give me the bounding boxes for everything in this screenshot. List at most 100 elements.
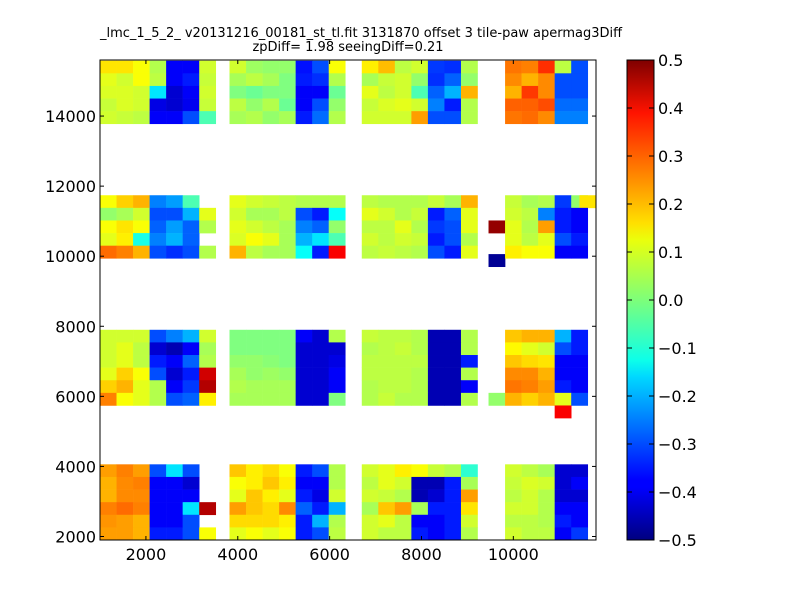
heatmap-cell [328, 367, 346, 381]
heatmap-cell [571, 220, 589, 234]
heatmap-cell [149, 98, 167, 112]
heatmap-cell [262, 207, 280, 221]
heatmap-cell [262, 367, 280, 381]
heatmap-cell [571, 233, 589, 246]
heatmap-cell [149, 60, 167, 74]
heatmap-cell [262, 329, 280, 343]
heatmap-cell [149, 380, 167, 394]
heatmap-cell [116, 233, 134, 246]
heatmap-cell [505, 514, 522, 528]
heatmap-cell [279, 207, 296, 221]
heatmap-cell [166, 514, 183, 528]
heatmap-cell [133, 73, 150, 87]
heatmap-cell [199, 207, 217, 221]
heatmap-cell [182, 98, 200, 112]
heatmap-cell [427, 392, 445, 406]
heatmap-cell [328, 527, 346, 540]
heatmap-cell [394, 342, 412, 356]
heatmap-cell [328, 392, 346, 406]
heatmap-cell [411, 380, 429, 394]
heatmap-cell [116, 355, 134, 368]
heatmap-cell [149, 73, 167, 87]
heatmap-cell [394, 489, 412, 503]
heatmap-cell [554, 392, 572, 406]
heatmap-cell [133, 85, 150, 99]
heatmap-cell [554, 85, 572, 99]
heatmap-cell [554, 329, 572, 343]
heatmap-cell [149, 489, 167, 503]
heatmap-cell [149, 355, 167, 368]
heatmap-cell [279, 245, 296, 259]
heatmap-cell [571, 60, 589, 74]
heatmap-cell [199, 527, 217, 540]
heatmap-cell [199, 367, 217, 381]
heatmap-cell [460, 73, 478, 87]
heatmap-cell [505, 464, 522, 478]
heatmap-cell [133, 245, 150, 259]
heatmap-cell [505, 527, 522, 540]
heatmap-cell [312, 380, 330, 394]
heatmap-cell [199, 245, 217, 259]
heatmap-cell [554, 355, 572, 368]
heatmap-cell [538, 489, 555, 503]
x-tick-label: 10000 [488, 545, 539, 564]
heatmap-cell [571, 111, 589, 125]
heatmap-cell [199, 60, 217, 74]
heatmap-cell [411, 367, 429, 381]
heatmap-cell [229, 60, 247, 74]
heatmap-cell [505, 60, 522, 74]
heatmap-cell [394, 73, 412, 87]
heatmap-cell [295, 111, 313, 125]
heatmap-cell [571, 392, 589, 406]
heatmap-cell [460, 476, 478, 490]
heatmap-cell [312, 329, 330, 343]
heatmap-cell [554, 195, 572, 209]
x-axis: 2000 4000 6000 8000 10000 [126, 60, 539, 564]
heatmap-cell [182, 85, 200, 99]
heatmap-cell [505, 489, 522, 503]
heatmap-cell [133, 527, 150, 540]
heatmap-cell [444, 355, 462, 368]
heatmap-cell [229, 527, 247, 540]
heatmap-cell [166, 392, 183, 406]
heatmap-cell [295, 98, 313, 112]
heatmap-cell [394, 245, 412, 259]
heatmap-cell [521, 207, 539, 221]
heatmap-cell [328, 73, 346, 87]
heatmap-cell [361, 73, 379, 87]
heatmap-cell [394, 514, 412, 528]
heatmap-cell [166, 245, 183, 259]
y-tick-label: 2000 [55, 527, 96, 546]
heatmap-cell [133, 476, 150, 490]
heatmap-cell [295, 342, 313, 356]
heatmap-cell [229, 98, 247, 112]
heatmap-cell [361, 367, 379, 381]
heatmap-cell [100, 367, 117, 381]
heatmap-cell [554, 220, 572, 234]
heatmap-cell [444, 60, 462, 74]
heatmap-cell [411, 85, 429, 99]
heatmap-cell [166, 60, 183, 74]
heatmap-cell [279, 195, 296, 209]
heatmap-cell [100, 514, 117, 528]
heatmap-cell [312, 514, 330, 528]
heatmap-cell [427, 111, 445, 125]
heatmap-cell [411, 342, 429, 356]
heatmap-cell [116, 207, 134, 221]
heatmap-cell [378, 60, 396, 74]
heatmap-cell [538, 73, 555, 87]
heatmap-cell [538, 98, 555, 112]
heatmap-cell [116, 367, 134, 381]
heatmap-cell [505, 380, 522, 394]
heatmap-cell [262, 489, 280, 503]
heatmap-cell [394, 355, 412, 368]
heatmap-cell [262, 73, 280, 87]
heatmap-cell [521, 233, 539, 246]
heatmap-cell [133, 98, 150, 112]
heatmap-cell [538, 514, 555, 528]
heatmap-cell [116, 245, 134, 259]
heatmap-cell [427, 245, 445, 259]
heatmap-cell [444, 329, 462, 343]
heatmap-cell [328, 220, 346, 234]
heatmap-cell [571, 502, 589, 516]
